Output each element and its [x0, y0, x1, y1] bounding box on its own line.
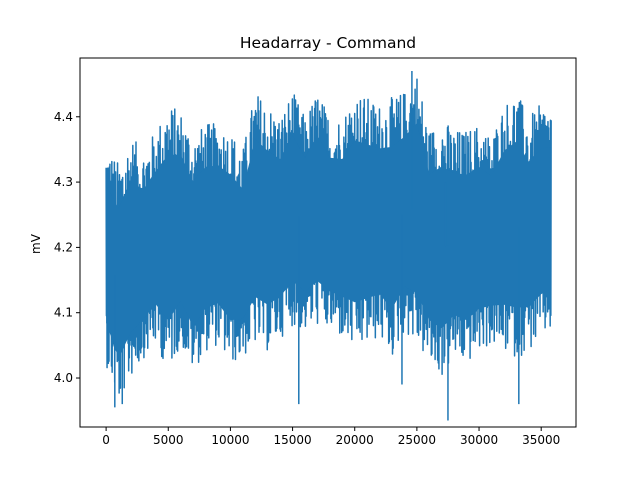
x-tick-label: 10000 — [211, 433, 249, 447]
x-tick-label: 30000 — [460, 433, 498, 447]
chart-title: Headarray - Command — [240, 34, 416, 52]
y-axis-label: mV — [29, 233, 43, 254]
x-tick-label: 25000 — [398, 433, 436, 447]
y-tick-label: 4.4 — [54, 110, 73, 124]
x-tick-label: 0 — [102, 433, 110, 447]
axes-layer: 0 5000 10000 15000 20000 25000 30000 35000 4.0 4.… — [54, 57, 577, 447]
y-tick-label: 4.2 — [54, 240, 73, 254]
x-tick-label: 20000 — [336, 433, 374, 447]
y-tick-label: 4.1 — [54, 306, 73, 320]
series-layer — [105, 71, 552, 421]
x-tick-label: 15000 — [273, 433, 311, 447]
series-core-band-0 — [106, 123, 552, 359]
y-tick-label: 4.3 — [54, 175, 73, 189]
x-tick-label: 35000 — [522, 433, 560, 447]
x-tick-label: 5000 — [153, 433, 184, 447]
y-tick-label: 4.0 — [54, 371, 73, 385]
axes-frame — [79, 57, 577, 428]
